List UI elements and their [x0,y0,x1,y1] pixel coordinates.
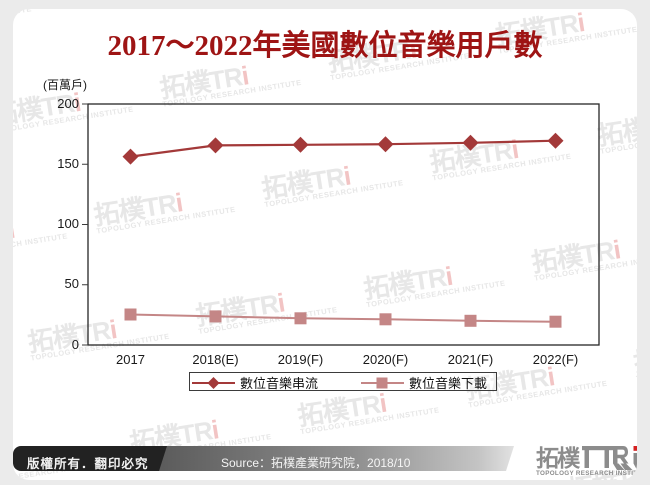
svg-text:TOPOLOGY RESEARCH INSTITUTE: TOPOLOGY RESEARCH INSTITUTE [536,470,637,477]
svg-text:拓樸: 拓樸 [536,445,581,471]
